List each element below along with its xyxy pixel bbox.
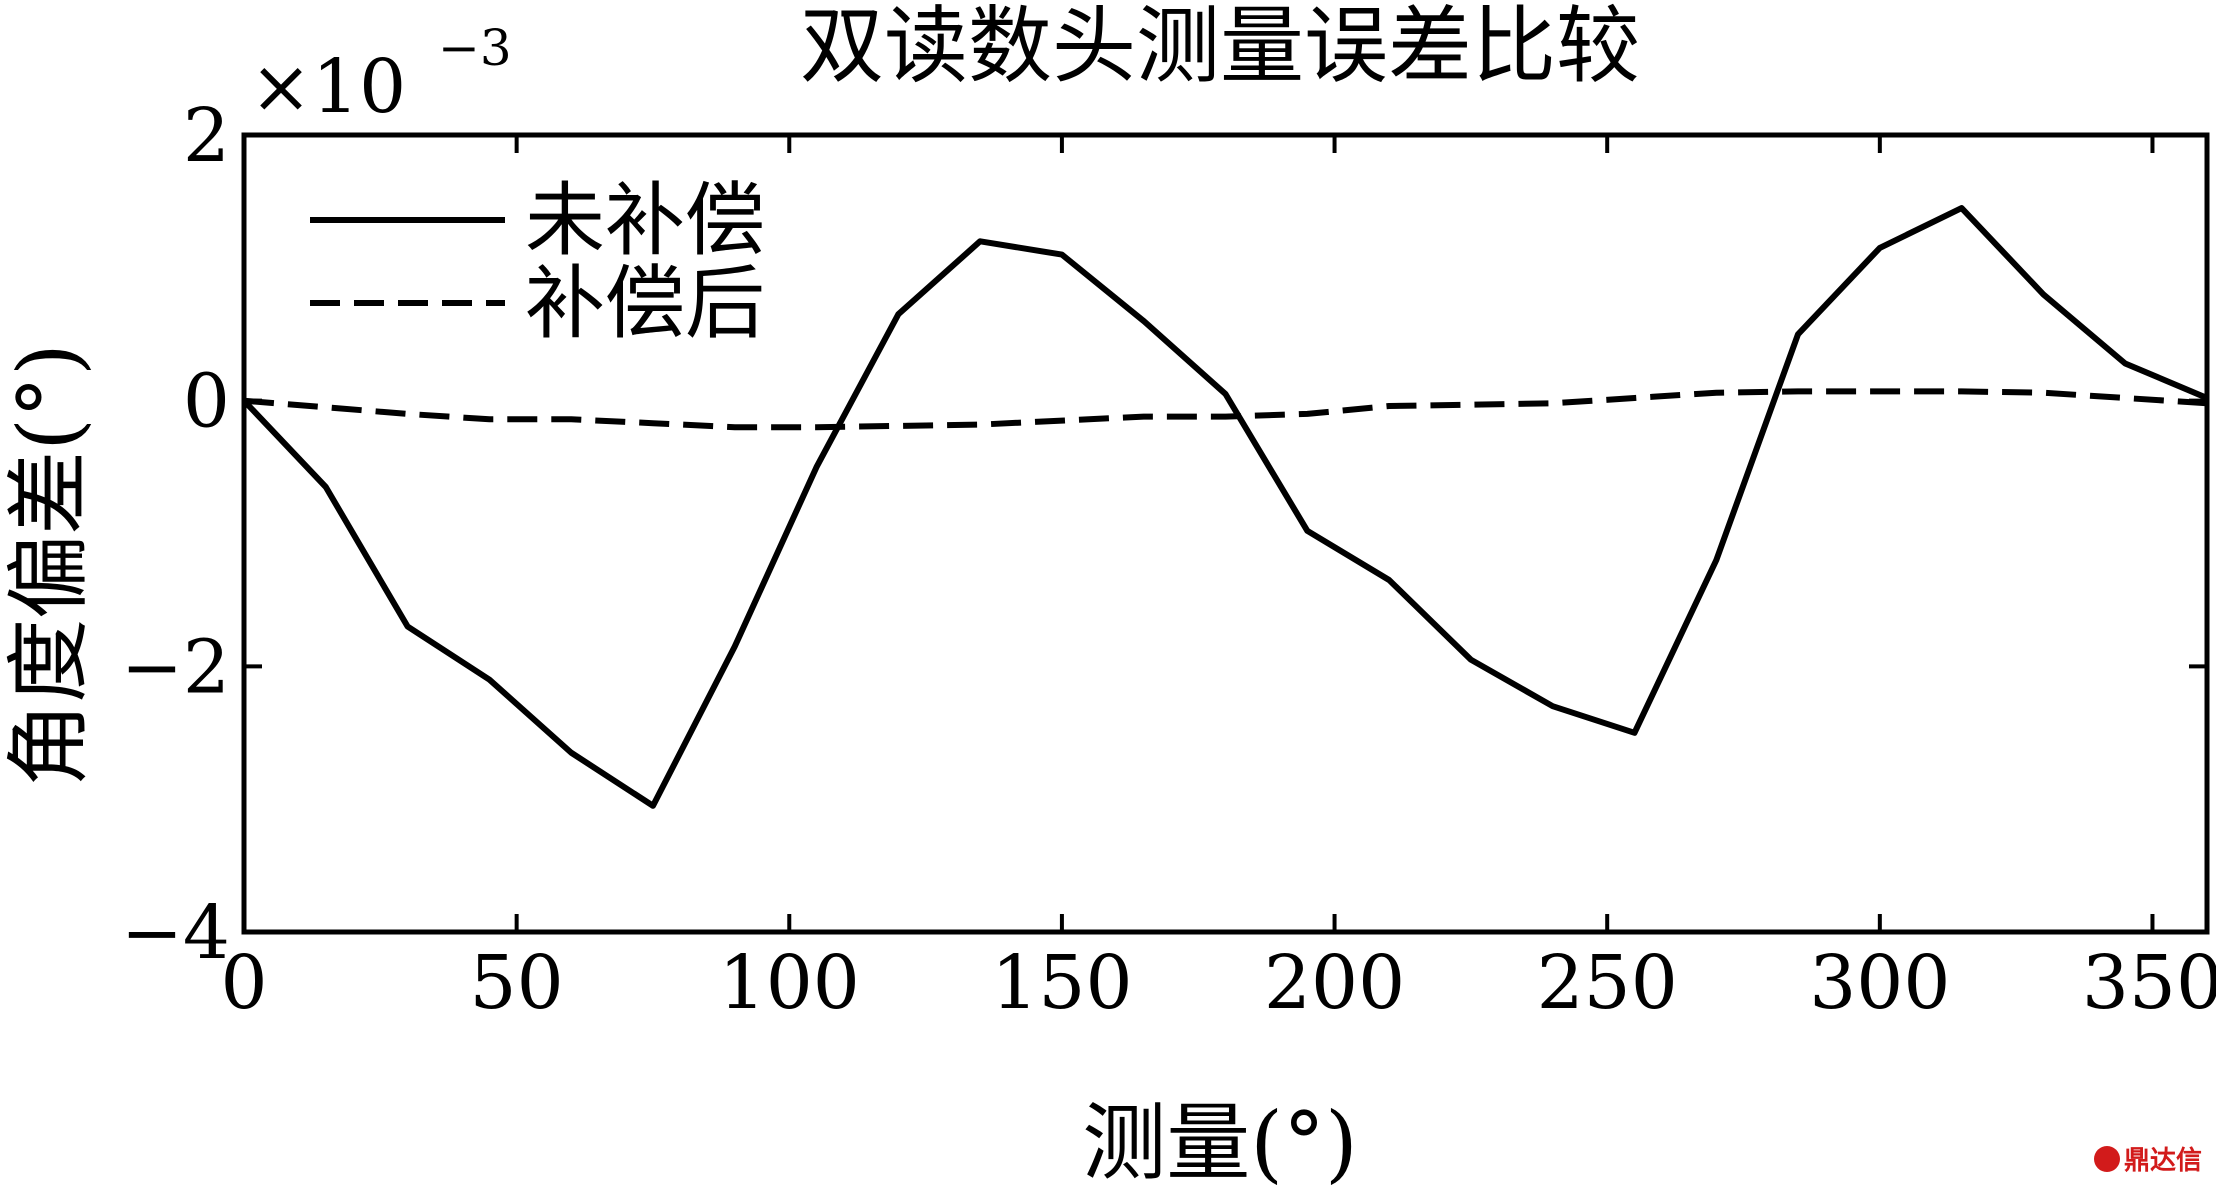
watermark-text: 鼎达信 [2124, 1140, 2202, 1177]
x-tick-label: 250 [1537, 940, 1678, 1026]
y-axis-label: 角度偏差(°) [0, 343, 98, 787]
legend-label-1: 未补偿 [525, 174, 765, 267]
x-tick-label: 350 [2082, 940, 2216, 1026]
legend-label-2: 补偿后 [525, 257, 765, 350]
x-tick-label: 200 [1264, 940, 1405, 1026]
y-tick-label: 2 [183, 93, 230, 179]
y-multiplier-base: ×10 [250, 44, 406, 130]
watermark: 鼎达信 [2094, 1140, 2202, 1177]
y-tick-label: −2 [121, 624, 230, 710]
chart-title: 双读数头测量误差比较 [800, 0, 1640, 95]
x-tick-label: 300 [1809, 940, 1950, 1026]
x-axis-label: 测量(°) [1082, 1094, 1358, 1185]
y-multiplier-exponent: −3 [438, 19, 512, 77]
y-tick-label: 0 [183, 359, 230, 445]
y-tick-label: −4 [121, 890, 230, 976]
y-multiplier: ×10 −3 [250, 19, 512, 130]
watermark-logo-icon [2094, 1146, 2120, 1172]
x-tick-label: 100 [719, 940, 860, 1026]
x-tick-label: 50 [470, 940, 564, 1026]
x-tick-label: 150 [991, 940, 1132, 1026]
